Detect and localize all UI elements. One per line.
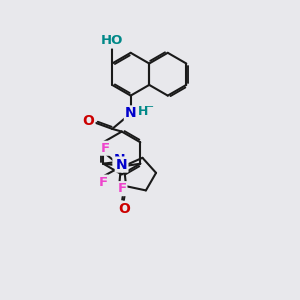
Text: F: F (117, 182, 126, 195)
Text: −: − (146, 102, 154, 112)
Text: H: H (138, 105, 148, 118)
Text: N: N (116, 158, 127, 172)
Text: O: O (82, 115, 94, 128)
Text: O: O (118, 202, 130, 216)
Text: F: F (101, 142, 110, 155)
Text: F: F (99, 176, 108, 189)
Text: HO: HO (101, 34, 123, 47)
Text: N: N (113, 153, 125, 167)
Text: N: N (125, 106, 136, 120)
